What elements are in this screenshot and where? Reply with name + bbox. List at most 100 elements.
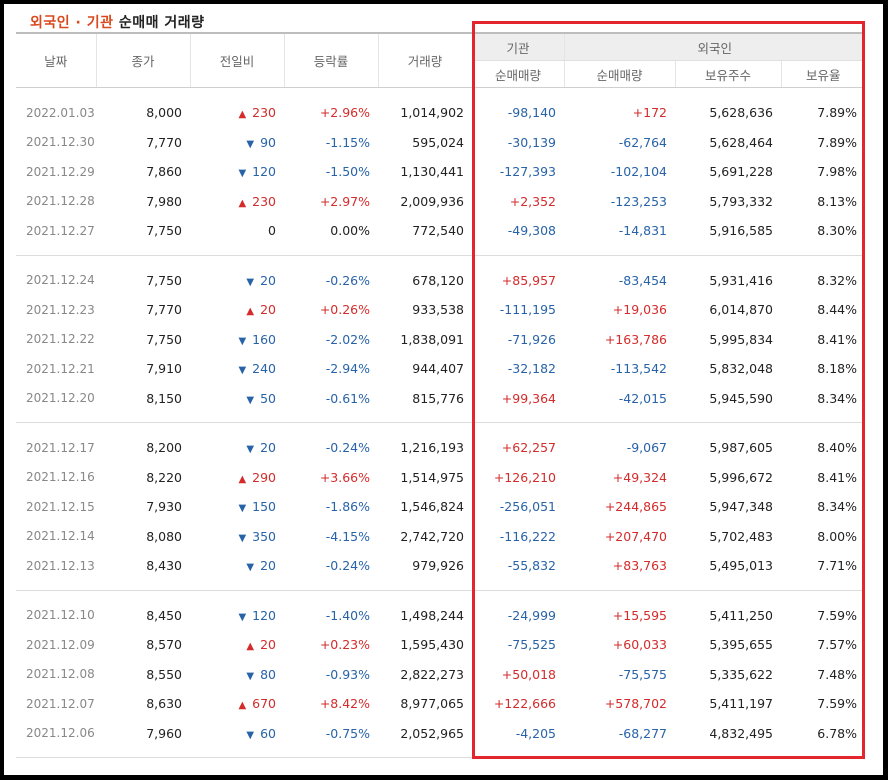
cell-rate: -1.86%	[325, 499, 370, 515]
cell-foreign-holding: 5,495,013	[709, 558, 773, 574]
cell-foreign-net: -62,764	[618, 134, 667, 150]
cell-volume: 1,514,975	[400, 469, 464, 485]
cell-foreign-holding: 5,987,605	[709, 440, 773, 456]
cell-change: ▼ 20	[190, 551, 284, 581]
cell-volume: 772,540	[412, 223, 464, 239]
cell-foreign-holding: 4,832,495	[709, 725, 773, 741]
cell-change: ▼ 50	[190, 384, 284, 414]
change-value: 20	[260, 302, 276, 318]
cell-volume: 2,742,720	[400, 528, 464, 544]
cell-change: ▼ 150	[190, 492, 284, 522]
change-value: 290	[252, 469, 276, 485]
cell-inst-net: +99,364	[501, 390, 556, 406]
cell-foreign-holding: 5,702,483	[709, 528, 773, 544]
cell-change: ▲ 230	[190, 187, 284, 217]
header-rate: 등락률	[284, 32, 379, 88]
cell-foreign-holding: 5,395,655	[709, 637, 773, 653]
header-inst-net: 순매매량	[472, 60, 565, 88]
table-body: 2022.01.03 8,000 ▲ 230 +2.96% 1,014,902 -98,14…	[16, 88, 865, 758]
cell-foreign-ratio: 7.48%	[817, 666, 857, 682]
change-value: 160	[252, 331, 276, 347]
cell-rate: +0.26%	[319, 302, 370, 318]
cell-rate: 0.00%	[330, 223, 370, 239]
cell-foreign-net: -75,575	[618, 666, 667, 682]
cell-foreign-net: -42,015	[618, 390, 667, 406]
cell-inst-net: -111,195	[499, 302, 556, 318]
cell-change: ▲ 670	[190, 689, 284, 719]
title-highlight: 외국인 · 기관	[30, 15, 114, 31]
header-institution: 기관	[472, 32, 565, 61]
cell-foreign-ratio: 8.34%	[817, 390, 857, 406]
cell-close: 8,630	[146, 696, 182, 712]
cell-rate: +3.66%	[319, 469, 370, 485]
table-row: 2021.12.27 7,750 0 0.00% 772,540 -49,308 -14,8…	[16, 216, 865, 246]
cell-rate: -0.93%	[325, 666, 370, 682]
down-triangle-icon: ▼	[246, 729, 255, 741]
cell-foreign-ratio: 8.41%	[817, 331, 857, 347]
group-separator	[16, 748, 865, 758]
cell-foreign-ratio: 7.98%	[817, 164, 857, 180]
group-separator	[16, 245, 865, 256]
cell-foreign-holding: 5,691,228	[709, 164, 773, 180]
change-value: 230	[252, 105, 276, 121]
cell-date: 2021.12.27	[26, 223, 95, 238]
down-triangle-icon: ▼	[246, 444, 255, 456]
group-spacer	[16, 88, 865, 99]
cell-close: 7,750	[146, 272, 182, 288]
cell-foreign-ratio: 6.78%	[817, 725, 857, 741]
down-triangle-icon: ▼	[246, 138, 255, 150]
cell-date: 2021.12.10	[26, 608, 95, 623]
down-triangle-icon: ▼	[246, 276, 255, 288]
cell-rate: -0.61%	[325, 390, 370, 406]
cell-volume: 595,024	[412, 134, 464, 150]
cell-date: 2021.12.23	[26, 302, 95, 317]
up-triangle-icon: ▲	[238, 109, 247, 121]
cell-change: ▲ 230	[190, 98, 284, 128]
up-triangle-icon: ▲	[246, 641, 255, 653]
cell-close: 8,150	[146, 390, 182, 406]
group-separator	[16, 580, 865, 591]
cell-foreign-net: -14,831	[618, 223, 667, 239]
change-value: 120	[252, 607, 276, 623]
group-separator	[16, 413, 865, 423]
header-close: 종가	[96, 32, 191, 88]
cell-inst-net: -4,205	[515, 725, 556, 741]
cell-change: ▼ 80	[190, 660, 284, 690]
table-row: 2021.12.08 8,550 ▼ 80 -0.93% 2,822,273 +50,018…	[16, 660, 865, 690]
cell-foreign-holding: 5,947,348	[709, 499, 773, 515]
cell-foreign-net: +83,763	[612, 558, 667, 574]
cell-foreign-holding: 5,793,332	[709, 193, 773, 209]
cell-foreign-ratio: 8.41%	[817, 469, 857, 485]
cell-foreign-ratio: 7.71%	[817, 558, 857, 574]
cell-volume: 2,009,936	[400, 193, 464, 209]
cell-close: 8,450	[146, 607, 182, 623]
cell-inst-net: +50,018	[501, 666, 556, 682]
cell-inst-net: +62,257	[501, 440, 556, 456]
up-triangle-icon: ▲	[238, 473, 247, 485]
up-triangle-icon: ▲	[246, 306, 255, 318]
cell-rate: -2.94%	[325, 361, 370, 377]
cell-date: 2021.12.22	[26, 332, 95, 347]
cell-close: 8,200	[146, 440, 182, 456]
change-value: 80	[260, 666, 276, 682]
cell-foreign-net: +207,470	[604, 528, 667, 544]
cell-rate: +2.96%	[319, 105, 370, 121]
table-row: 2021.12.10 8,450 ▼ 120 -1.40% 1,498,244 -24,99…	[16, 601, 865, 631]
cell-volume: 979,926	[412, 558, 464, 574]
group-spacer	[16, 590, 865, 601]
cell-rate: -0.75%	[325, 725, 370, 741]
cell-foreign-holding: 5,411,197	[709, 696, 773, 712]
cell-foreign-net: -102,104	[610, 164, 667, 180]
cell-date: 2021.12.17	[26, 440, 95, 455]
cell-foreign-ratio: 8.32%	[817, 272, 857, 288]
cell-foreign-net: +244,865	[604, 499, 667, 515]
change-value: 90	[260, 134, 276, 150]
cell-foreign-holding: 5,832,048	[709, 361, 773, 377]
change-value: 20	[260, 558, 276, 574]
cell-rate: +8.42%	[319, 696, 370, 712]
down-triangle-icon: ▼	[246, 394, 255, 406]
table-row: 2021.12.29 7,860 ▼ 120 -1.50% 1,130,441 -127,3…	[16, 157, 865, 187]
cell-foreign-net: +172	[632, 105, 667, 121]
cell-foreign-ratio: 7.89%	[817, 105, 857, 121]
cell-inst-net: -75,525	[507, 637, 556, 653]
